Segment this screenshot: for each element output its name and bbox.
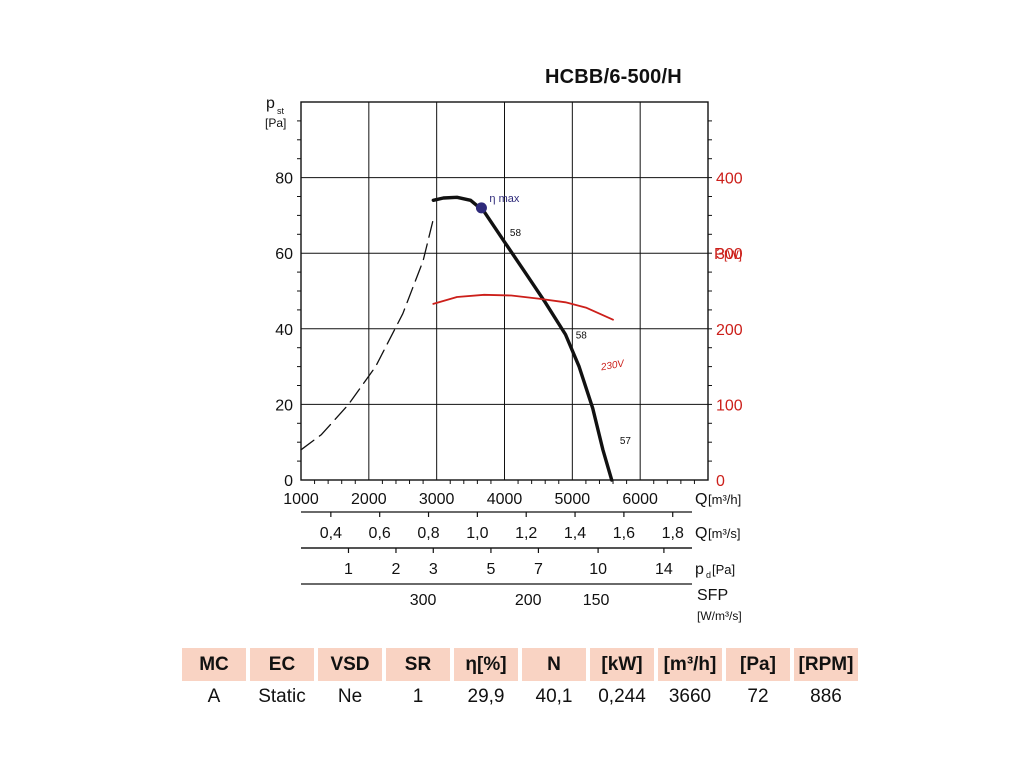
col-header-eta: η[%] xyxy=(454,648,518,681)
aux-scale-label: 200 xyxy=(515,592,542,609)
y-tick-label: 20 xyxy=(275,397,293,414)
cell-ec: Static xyxy=(258,686,306,707)
eta-max-label: η max xyxy=(489,193,519,205)
aux-scale-label: 150 xyxy=(583,592,610,609)
spec-table-row: A Static Ne 1 29,9 40,1 0,244 3660 72 88… xyxy=(182,681,858,713)
y2-tick-label: 100 xyxy=(716,397,743,414)
aux-scale-label: 5 xyxy=(486,561,495,578)
aux-scale-label: 10 xyxy=(589,561,607,578)
x-tick-label: 2000 xyxy=(351,491,387,508)
aux-scale-label: 7 xyxy=(534,561,543,578)
aux-scale-name: Q xyxy=(695,525,707,542)
aux-scale-label: 0,4 xyxy=(320,525,342,542)
aux-scale-label: 1,6 xyxy=(613,525,635,542)
curve-annotation: 58 xyxy=(510,228,522,239)
x-tick-label: 3000 xyxy=(419,491,455,508)
y2-axis-unit: [W] xyxy=(724,248,742,262)
y-tick-label: 80 xyxy=(275,171,293,188)
col-header-ec: EC xyxy=(250,648,314,681)
cell-mc: A xyxy=(207,686,221,707)
aux-scale-label: 300 xyxy=(410,592,437,609)
y-axis-label-sub: st xyxy=(277,106,285,116)
cell-n: 40,1 xyxy=(535,686,573,707)
aux-scale-label: 1,8 xyxy=(662,525,684,542)
cell-eta: 29,9 xyxy=(467,686,505,707)
aux-scale-label: 0,6 xyxy=(369,525,391,542)
x-tick-label: 6000 xyxy=(622,491,658,508)
x-tick-label: 1000 xyxy=(283,491,319,508)
aux-scale-unit: [m³/s] xyxy=(708,526,741,541)
y-axis-label: p xyxy=(266,95,275,112)
eta-max-point xyxy=(475,202,487,214)
y-tick-label: 60 xyxy=(275,246,293,263)
col-header-sr: SR xyxy=(386,648,450,681)
series-line-power xyxy=(432,293,614,321)
cell-kw: 0,244 xyxy=(598,686,646,707)
y-axis-unit: [Pa] xyxy=(265,116,286,130)
aux-scale-label: 1,4 xyxy=(564,525,586,542)
col-header-kw: [kW] xyxy=(590,648,654,681)
aux-scale-name: SFP xyxy=(697,587,728,604)
col-header-mc: MC xyxy=(182,648,246,681)
y2-axis-label: P xyxy=(714,246,725,263)
col-header-vsd: VSD xyxy=(318,648,382,681)
curve-annotation: 230V xyxy=(599,358,626,373)
cell-rpm: 886 xyxy=(810,686,842,707)
spec-table: MC EC VSD SR η[%] N [kW] [m³/h] [Pa] [RP… xyxy=(178,648,862,713)
aux-scale-label: 1,0 xyxy=(466,525,488,542)
col-header-n: N xyxy=(522,648,586,681)
y2-tick-label: 0 xyxy=(716,473,725,490)
y2-tick-label: 400 xyxy=(716,171,743,188)
x-axis-label: Q xyxy=(695,491,707,508)
cell-vsd: Ne xyxy=(337,686,363,707)
x-tick-label: 4000 xyxy=(487,491,523,508)
series-line-pressure xyxy=(431,195,614,482)
chart-title: HCBB/6-500/H xyxy=(545,66,682,88)
curve-annotation: 58 xyxy=(576,330,588,341)
curve-annotation: 57 xyxy=(620,436,632,447)
aux-scale-unit: [W/m³/s] xyxy=(697,609,742,623)
aux-scale-label: 0,8 xyxy=(417,525,439,542)
spec-table-header-row: MC EC VSD SR η[%] N [kW] [m³/h] [Pa] [RP… xyxy=(182,648,858,681)
aux-scale-label: 3 xyxy=(429,561,438,578)
y-tick-label: 40 xyxy=(275,322,293,339)
y2-tick-label: 200 xyxy=(716,322,743,339)
col-header-rpm: [RPM] xyxy=(794,648,858,681)
aux-scale-name-sub: d xyxy=(706,570,711,580)
x-axis-unit: [m³/h] xyxy=(708,492,741,507)
y-tick-label: 0 xyxy=(284,473,293,490)
cell-airflow: 3660 xyxy=(668,686,712,707)
aux-scale-label: 14 xyxy=(655,561,673,578)
aux-scale-name: p xyxy=(695,561,704,578)
cell-sr: 1 xyxy=(412,686,424,707)
aux-scale-label: 1,2 xyxy=(515,525,537,542)
col-header-airflow: [m³/h] xyxy=(658,648,722,681)
series-line-pressure-dashed xyxy=(300,218,434,451)
aux-scale-label: 2 xyxy=(392,561,401,578)
y2-tick-label: 300 xyxy=(716,246,743,263)
cell-pressure: 72 xyxy=(747,686,769,707)
col-header-pressure: [Pa] xyxy=(726,648,790,681)
x-tick-label: 5000 xyxy=(555,491,591,508)
aux-scale-label: 1 xyxy=(344,561,353,578)
aux-scale-unit: [Pa] xyxy=(712,562,735,577)
